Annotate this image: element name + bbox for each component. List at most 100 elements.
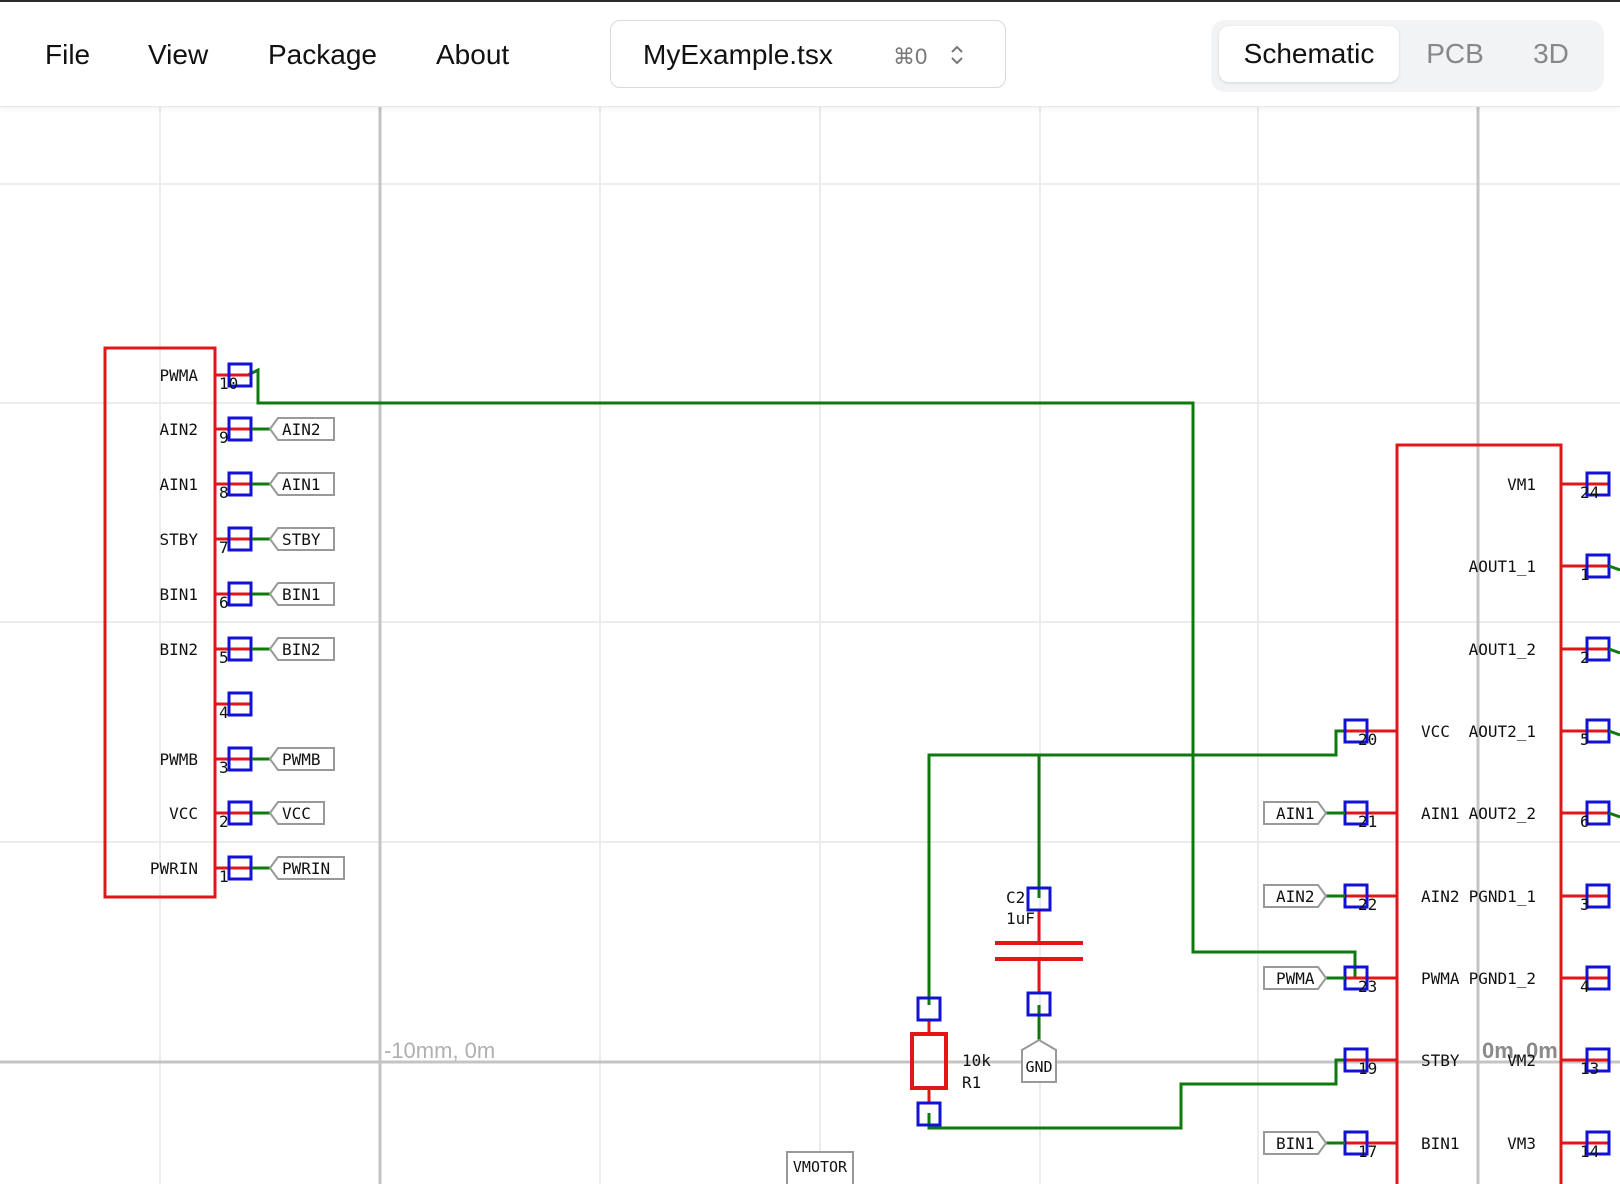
- right-chip-pin-label: VM2: [1507, 1051, 1536, 1070]
- left-chip-pin-label: BIN2: [159, 640, 198, 659]
- right-chip-pin-13[interactable]: [1585, 1047, 1611, 1073]
- left-chip-body: [103, 346, 217, 899]
- net-label-right-ain1[interactable]: AIN1: [1263, 801, 1328, 825]
- net-label-right-ain2-shape: [1263, 884, 1328, 908]
- file-shortcut: ⌘0: [893, 44, 928, 69]
- right-chip-pin-label: BIN1: [1421, 1134, 1460, 1153]
- menu-about[interactable]: About: [436, 39, 510, 70]
- net-label-pwrin-text: PWRIN: [282, 859, 330, 878]
- right-chip-pin-num: 24: [1580, 483, 1599, 502]
- gnd-symbol[interactable]: GND: [1021, 1038, 1057, 1083]
- chevron-up-down-icon: [951, 45, 963, 65]
- wire-pwma[interactable]: [247, 367, 1357, 978]
- vmotor-label[interactable]: VMOTOR: [786, 1151, 854, 1184]
- left-chip-pin-7[interactable]: [227, 526, 253, 552]
- net-label-right-bin1-shape: [1263, 1131, 1328, 1155]
- left-chip-pin-9[interactable]: [227, 416, 253, 442]
- tab-schematic[interactable]: Schematic: [1219, 26, 1399, 82]
- right-chip-pin-4[interactable]: [1585, 965, 1611, 991]
- tab-3d[interactable]: 3D: [1533, 38, 1569, 69]
- net-label-vcc-shape: [268, 801, 325, 825]
- left-chip-pin-5[interactable]: [227, 636, 253, 662]
- right-chip-pin-num: 5: [1580, 730, 1590, 749]
- left-chip-pin-label: PWMB: [159, 750, 198, 769]
- resistor-r1[interactable]: 10k R1: [910, 996, 991, 1127]
- c2-pin-1[interactable]: [1026, 886, 1052, 912]
- grid: [0, 106, 1620, 1184]
- capacitor-c2[interactable]: C2 1uF: [995, 886, 1083, 1017]
- left-chip-pin-1[interactable]: [227, 855, 253, 881]
- net-label-bin1[interactable]: BIN1: [268, 582, 335, 606]
- right-chip-pin-label: PWMA: [1421, 969, 1460, 988]
- left-chip-pin-label: PWMA: [159, 366, 198, 385]
- top-toolbar: File View Package About MyExample.tsx ⌘0…: [0, 2, 1620, 107]
- net-label-bin2[interactable]: BIN2: [268, 637, 335, 661]
- right-chip-pin-num: 14: [1580, 1142, 1599, 1161]
- wires: [247, 367, 1357, 1130]
- left-chip-pin-3[interactable]: [227, 746, 253, 772]
- schematic-canvas[interactable]: -10mm, 0m 0m, 0m 10 PWMA 9 AIN2 AIN2 8 AIN1 AIN…: [0, 106, 1620, 1184]
- left-chip-pin-label: STBY: [159, 530, 198, 549]
- left-chip-pin-num: 9: [219, 428, 229, 447]
- net-label-pwrin[interactable]: PWRIN: [268, 856, 345, 880]
- r1-pin-2[interactable]: [916, 1101, 942, 1127]
- left-chip-pin-2[interactable]: [227, 800, 253, 826]
- net-label-ain1[interactable]: AIN1: [268, 472, 335, 496]
- net-label-right-ain2-text: AIN2: [1276, 887, 1315, 906]
- right-chip-pin-19[interactable]: [1343, 1047, 1369, 1073]
- menu-file[interactable]: File: [45, 39, 91, 70]
- right-chip-pin-num: 21: [1358, 812, 1377, 831]
- net-label-right-pwma[interactable]: PWMA: [1263, 966, 1328, 990]
- left-chip-pin-num: 1: [219, 867, 229, 886]
- file-selector[interactable]: MyExample.tsx ⌘0: [610, 20, 1006, 88]
- right-chip-pin-num: 20: [1358, 730, 1377, 749]
- right-chip-pin-label: AOUT2_2: [1469, 804, 1536, 823]
- left-chip-pin-label: PWRIN: [150, 859, 198, 878]
- coord-label-left: -10mm, 0m: [384, 1038, 495, 1063]
- wire-vcc[interactable]: [927, 729, 1355, 1005]
- c2-pin-2[interactable]: [1026, 991, 1052, 1017]
- net-label-right-pwma-text: PWMA: [1276, 969, 1315, 988]
- net-label-ain2[interactable]: AIN2: [268, 417, 335, 441]
- left-chip-pin-10[interactable]: [227, 362, 253, 388]
- right-edge-wire: [1608, 564, 1620, 572]
- net-label-pwmb[interactable]: PWMB: [268, 747, 335, 771]
- right-chip-pin-3[interactable]: [1585, 883, 1611, 909]
- right-chip-pin-num: 19: [1358, 1059, 1377, 1078]
- r1-pin-1[interactable]: [916, 996, 942, 1022]
- left-chip-pin-4[interactable]: [227, 691, 253, 717]
- c2-name: C2: [1006, 888, 1025, 907]
- net-label-right-bin1[interactable]: BIN1: [1263, 1131, 1328, 1155]
- right-edge-wire: [1608, 811, 1620, 819]
- menu-view[interactable]: View: [148, 39, 209, 70]
- right-chip-pin-20[interactable]: [1343, 718, 1369, 744]
- gnd-label: GND: [1025, 1058, 1052, 1076]
- left-chip-pin-num: 7: [219, 538, 229, 557]
- net-label-bin1-text: BIN1: [282, 585, 321, 604]
- right-chip-pin-24[interactable]: [1585, 471, 1611, 497]
- net-label-vcc[interactable]: VCC: [268, 801, 325, 825]
- left-chip[interactable]: 10 PWMA 9 AIN2 AIN2 8 AIN1 AIN1 7 STBY STBY 6 BIN1 BI…: [103, 346, 345, 899]
- left-chip-pin-label: BIN1: [159, 585, 198, 604]
- right-chip-pin-label: AOUT1_2: [1469, 640, 1536, 659]
- wire-stby[interactable]: [927, 1058, 1355, 1130]
- right-chip-pin-num: 22: [1358, 895, 1377, 914]
- left-chip-pin-label: VCC: [169, 804, 198, 823]
- left-chip-pin-label: AIN2: [159, 420, 198, 439]
- net-label-pwrin-shape: [268, 856, 345, 880]
- net-label-right-ain2[interactable]: AIN2: [1263, 884, 1328, 908]
- tab-pcb[interactable]: PCB: [1426, 38, 1484, 69]
- net-label-stby-shape: [268, 527, 335, 551]
- right-chip-pin-label: AIN2: [1421, 887, 1460, 906]
- net-label-right-ain1-shape: [1263, 801, 1328, 825]
- right-chip-pin-14[interactable]: [1585, 1130, 1611, 1156]
- net-label-stby[interactable]: STBY: [268, 527, 335, 551]
- menu-package[interactable]: Package: [268, 39, 377, 70]
- left-chip-pin-num: 3: [219, 758, 229, 777]
- r1-name: R1: [962, 1073, 981, 1092]
- left-chip-pin-6[interactable]: [227, 581, 253, 607]
- right-edge-wire: [1608, 647, 1620, 655]
- left-chip-pin-8[interactable]: [227, 471, 253, 497]
- net-label-right-ain1-text: AIN1: [1276, 804, 1315, 823]
